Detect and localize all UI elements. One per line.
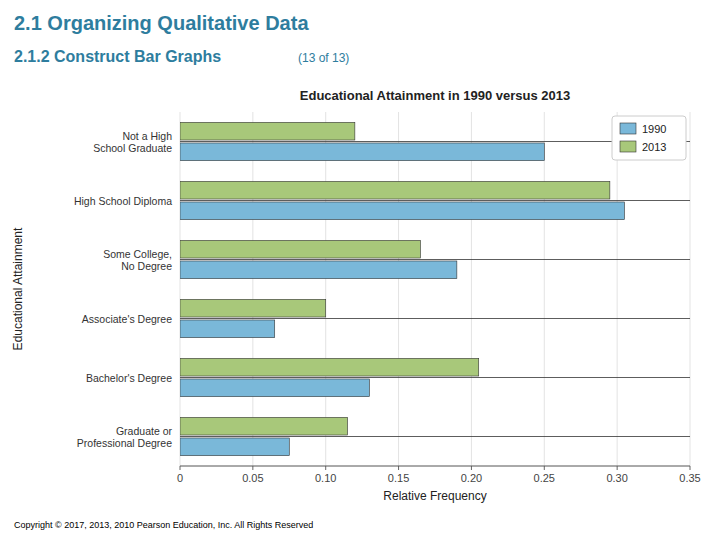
category-label: Bachelor's Degree <box>86 372 172 384</box>
bar <box>180 181 610 199</box>
chart-title: Educational Attainment in 1990 versus 20… <box>300 88 570 103</box>
category-label: Some College,No Degree <box>103 248 172 272</box>
separator <box>180 377 690 378</box>
tick-label: 0.05 <box>242 472 263 484</box>
page-counter: (13 of 13) <box>298 51 349 65</box>
grid-line <box>325 112 326 466</box>
separator <box>180 259 690 260</box>
bar <box>180 438 289 456</box>
grid-line <box>252 112 253 466</box>
bar <box>180 417 348 435</box>
tick-label: 0.25 <box>534 472 555 484</box>
tick-mark <box>617 466 618 470</box>
page-subtitle: 2.1.2 Construct Bar Graphs <box>14 48 221 65</box>
tick-mark <box>252 466 253 470</box>
legend-swatch <box>620 141 636 152</box>
y-axis-label: Educational Attainment <box>11 227 25 350</box>
tick-label: 0.30 <box>606 472 627 484</box>
legend-label: 1990 <box>642 123 666 135</box>
tick-mark <box>398 466 399 470</box>
grid-line <box>544 112 545 466</box>
grid-line <box>471 112 472 466</box>
separator <box>180 436 690 437</box>
separator <box>180 200 690 201</box>
tick-label: 0 <box>177 472 183 484</box>
bar <box>180 261 457 279</box>
legend-box <box>612 116 686 160</box>
legend-label: 2013 <box>642 141 666 153</box>
tick-label: 0.15 <box>388 472 409 484</box>
bar <box>180 379 369 397</box>
category-label: High School Diploma <box>74 195 172 207</box>
chart-svg: 2.1 Organizing Qualitative Data 2.1.2 Con… <box>0 0 720 540</box>
page-title: 2.1 Organizing Qualitative Data <box>14 12 309 34</box>
tick-mark <box>690 466 691 470</box>
legend-swatch <box>620 123 636 134</box>
tick-mark <box>325 466 326 470</box>
grid-line <box>617 112 618 466</box>
grid-line <box>180 112 181 466</box>
x-axis-label: Relative Frequency <box>383 489 486 503</box>
x-ticks: 0 0.05 0.10 0.15 0.20 0.25 0.30 0.35 <box>177 466 701 484</box>
bar <box>180 320 275 338</box>
category-label: Graduate orProfessional Degree <box>77 425 173 449</box>
tick-mark <box>180 466 181 470</box>
bars <box>180 122 690 455</box>
bar <box>180 202 624 220</box>
tick-label: 0.10 <box>315 472 336 484</box>
grid-line <box>398 112 399 466</box>
bar <box>180 240 420 258</box>
bar <box>180 143 544 161</box>
tick-mark <box>471 466 472 470</box>
bar <box>180 122 355 140</box>
bar <box>180 299 326 317</box>
tick-mark <box>544 466 545 470</box>
tick-label: 0.20 <box>461 472 482 484</box>
legend: 1990 2013 <box>612 116 686 160</box>
bar <box>180 358 479 376</box>
footer: Copyright © 2017, 2013, 2010 Pearson Edu… <box>14 520 313 530</box>
separator <box>180 318 690 319</box>
x-axis-line <box>180 466 690 467</box>
grid-line <box>690 112 691 466</box>
category-label: Associate's Degree <box>82 313 172 325</box>
grid <box>180 112 690 466</box>
category-label: Not a HighSchool Graduate <box>93 130 172 154</box>
tick-label: 0.35 <box>679 472 700 484</box>
